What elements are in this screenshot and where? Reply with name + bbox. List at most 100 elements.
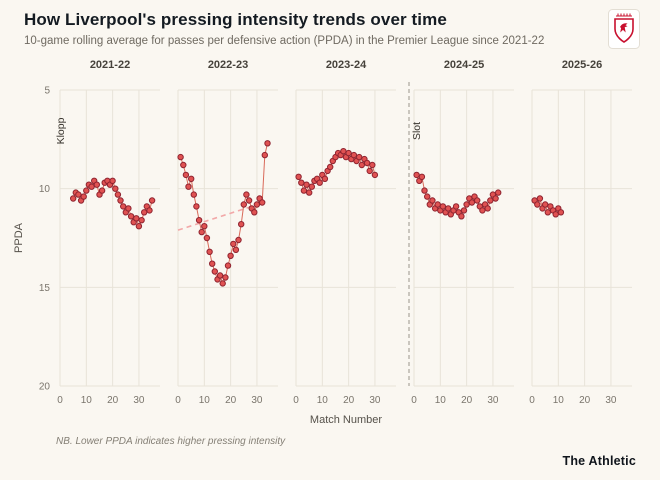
data-point: [201, 223, 208, 230]
data-point: [141, 209, 148, 216]
data-point: [350, 151, 358, 159]
data-point: [261, 151, 269, 159]
data-point: [356, 153, 363, 161]
data-points: [177, 140, 271, 287]
data-point: [88, 183, 95, 190]
data-point: [114, 191, 122, 198]
season-panel-2021-22: 2021-22 0 10 20 30 Klopp: [55, 59, 160, 406]
data-point: [177, 153, 184, 161]
data-point: [185, 183, 192, 190]
season-label: 2023-24: [326, 59, 367, 71]
y-axis-label: PPDA: [13, 222, 25, 253]
data-point: [180, 161, 187, 169]
x-tick-label: 20: [579, 395, 591, 406]
page-subtitle: 10-game rolling average for passes per d…: [24, 35, 545, 47]
data-point: [216, 272, 224, 279]
data-points: [531, 195, 565, 218]
data-point: [209, 260, 216, 267]
data-point: [300, 187, 308, 194]
data-point: [148, 197, 156, 204]
data-point: [321, 175, 329, 183]
x-tick-label: 10: [317, 395, 329, 406]
data-point: [345, 149, 352, 157]
data-point: [83, 187, 90, 194]
data-point: [369, 161, 376, 169]
data-point: [182, 171, 190, 179]
data-point: [235, 236, 242, 244]
data-point: [112, 185, 119, 192]
data-point: [452, 203, 460, 210]
data-point: [127, 213, 135, 220]
data-point: [363, 159, 371, 167]
data-point: [211, 268, 218, 275]
data-point: [222, 274, 229, 281]
x-tick-label: 10: [199, 395, 211, 406]
data-point: [203, 234, 211, 242]
x-tick-label: 30: [487, 395, 499, 406]
data-point: [458, 213, 465, 220]
x-tick-label: 20: [107, 395, 119, 406]
season-label: 2024-25: [444, 59, 484, 71]
data-point: [479, 207, 486, 214]
data-points: [413, 171, 502, 220]
data-point: [306, 189, 313, 196]
y-tick-label: 10: [39, 184, 51, 195]
data-point: [135, 223, 143, 230]
x-tick-label: 30: [605, 395, 617, 406]
data-point: [188, 175, 195, 183]
x-tick-label: 20: [343, 395, 355, 406]
x-tick-label: 30: [369, 395, 381, 406]
data-point: [303, 181, 310, 188]
data-point: [259, 199, 266, 206]
ppda-chart: 5 10 15 20 PPDA 2021-22 0 10 20 30 Klopp 2022-23 0 10…: [13, 59, 632, 426]
data-point: [474, 197, 481, 204]
data-point: [418, 173, 426, 181]
data-point: [316, 179, 323, 186]
data-points: [295, 148, 379, 196]
x-tick-label: 30: [133, 395, 145, 406]
x-tick-label: 20: [225, 395, 237, 406]
data-point: [308, 183, 316, 190]
data-point: [98, 187, 106, 194]
data-point: [487, 197, 494, 204]
data-point: [536, 195, 544, 202]
data-point: [542, 201, 549, 208]
data-point: [340, 148, 347, 155]
x-tick-label: 10: [81, 395, 93, 406]
data-point: [460, 207, 468, 214]
data-point: [120, 203, 127, 210]
data-point: [371, 171, 379, 179]
data-point: [492, 195, 499, 202]
data-points: [70, 177, 156, 230]
data-point: [463, 201, 470, 208]
data-point: [117, 197, 124, 204]
data-point: [232, 246, 240, 254]
season-panel-2023-24: 2023-24 0 10 20 30: [293, 59, 396, 406]
data-point: [190, 191, 198, 198]
data-point: [253, 201, 261, 208]
data-point: [75, 191, 82, 198]
data-point: [227, 252, 234, 260]
data-point: [413, 171, 420, 179]
y-tick-label: 15: [39, 283, 51, 294]
data-point: [230, 240, 237, 248]
x-tick-label: 10: [435, 395, 447, 406]
data-point: [424, 193, 431, 200]
x-tick-label: 0: [293, 395, 299, 406]
data-point: [240, 201, 248, 208]
data-point: [439, 203, 447, 210]
data-point: [243, 191, 250, 198]
data-point: [557, 209, 565, 216]
data-point: [238, 221, 245, 228]
y-tick-label: 5: [44, 86, 50, 97]
data-point: [298, 179, 305, 186]
trend-line: [177, 205, 252, 231]
season-panel-2025-26: 2025-26 0 10 20 30: [529, 59, 632, 406]
data-point: [327, 163, 334, 171]
data-point: [429, 197, 436, 204]
x-tick-label: 20: [461, 395, 473, 406]
x-tick-label: 0: [175, 395, 181, 406]
x-tick-label: 30: [251, 395, 263, 406]
annotation-klopp: Klopp: [55, 117, 67, 144]
